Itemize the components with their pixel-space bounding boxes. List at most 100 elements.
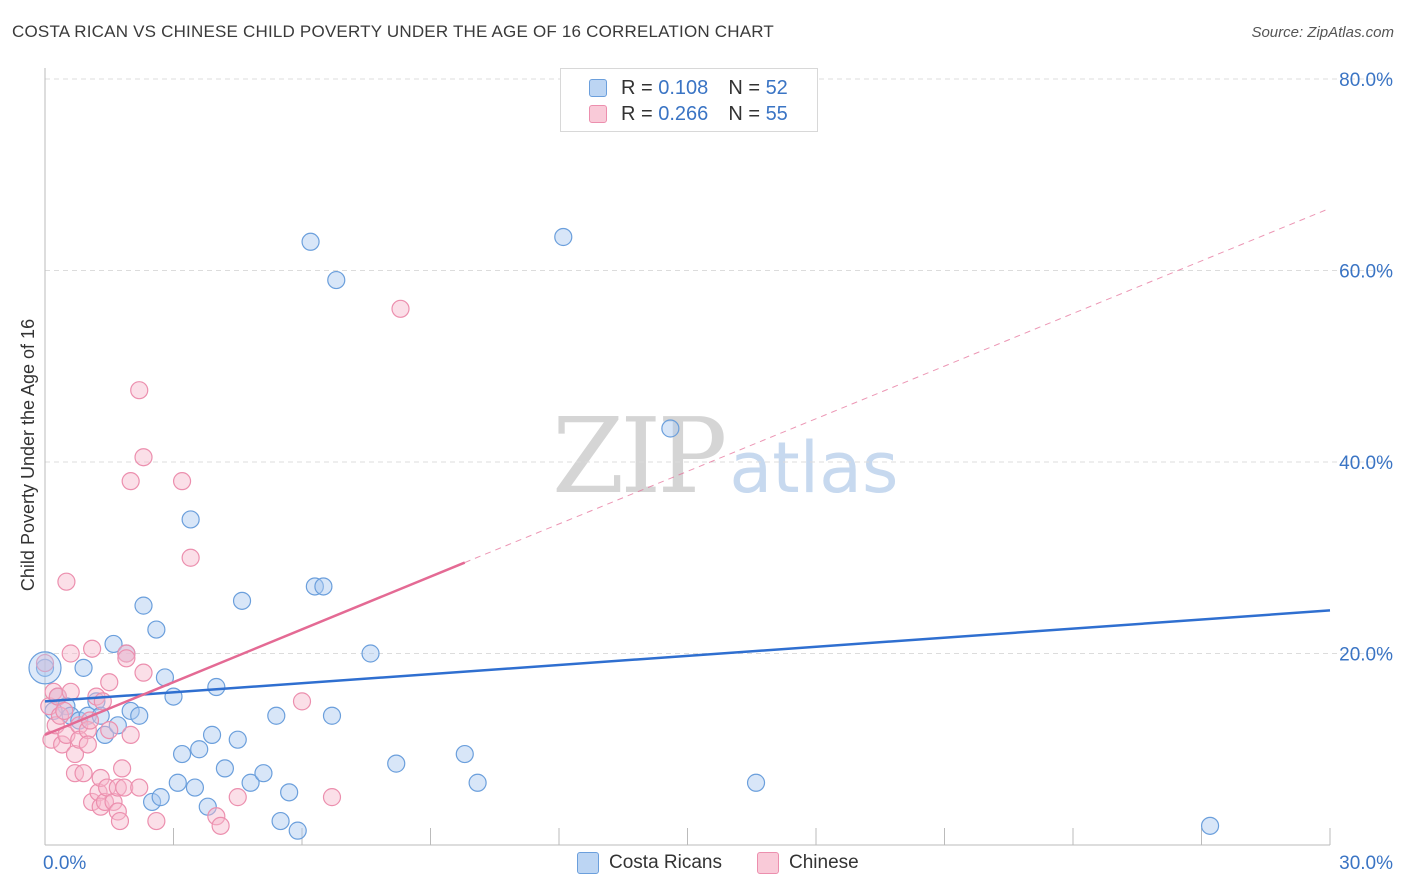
chinese-point [93,692,112,711]
y-tick-label: 60.0% [1339,262,1393,283]
legend-n-label: N = [728,76,760,99]
chinese-point [61,682,80,701]
costa-rican-point [104,634,123,654]
legend-swatch-pink [589,105,607,123]
costa-rican-point [387,754,406,773]
chinese-point [91,768,110,788]
chinese-point [35,653,55,673]
chart-title: COSTA RICAN VS CHINESE CHILD POVERTY UND… [12,22,775,41]
legend-r-label: R = [621,102,653,125]
legend-r-value: 0.108 [658,76,709,99]
costa-rican-point [134,596,153,615]
chinese-point [117,649,136,668]
legend-n-label: N = [728,102,760,125]
costa-rican-point [168,773,187,792]
legend-n-value: 52 [765,76,788,99]
costa-rican-point [215,759,234,778]
chinese-point [121,472,140,491]
x-tick-label: 0.0% [43,853,86,874]
costa-rican-point [185,778,205,797]
costa-rican-point [190,740,209,759]
x-tick-label: 30.0% [1339,853,1393,874]
costa-rican-point [241,773,260,792]
costa-rican-point-large [28,651,62,685]
costa-rican-point [232,591,252,610]
costa-rican-point [130,706,149,725]
y-tick-label: 20.0% [1339,645,1393,666]
watermark-zip: ZIP [552,395,727,517]
costa-rican-point [314,577,333,596]
chinese-point [115,778,134,797]
costa-rican-point [142,792,162,812]
chinese-point [74,764,93,783]
bottom-legend-costa-ricans: Costa Ricans [577,852,722,874]
chinese-point [207,807,226,826]
chinese-point [130,778,149,797]
y-tick-label: 80.0% [1339,70,1393,91]
chinese-point [130,381,149,400]
costa-rican-point [1200,816,1220,835]
chinese-point [78,735,97,754]
chinese-trendline-extension [464,207,1331,564]
chinese-point [172,472,192,491]
chinese-point [121,725,140,744]
costa-rican-point [228,730,247,749]
costa-rican-point [322,706,342,725]
chinese-point [100,673,119,692]
bottom-legend-chinese: Chinese [757,852,859,874]
chinese-point [89,783,108,802]
chinese-point [134,663,153,682]
costa-rican-point [35,658,55,677]
chinese-point [322,788,342,807]
costa-rican-point [151,788,170,807]
chinese-point [61,644,80,663]
costa-rican-trendline [44,609,1331,703]
chinese-point [117,644,136,663]
bottom-legend-swatch-pink [757,852,779,874]
y-tick-label: 40.0% [1339,453,1393,474]
source-label: Source: ZipAtlas.com [1251,24,1394,41]
bottom-legend-swatch-blue [577,852,599,874]
y-axis-title: Child Poverty Under the Age of 16 [18,319,38,591]
costa-rican-point [361,644,380,663]
chinese-point [228,788,247,807]
legend-row-chinese: R = 0.266 N = 55 [589,102,788,126]
chinese-point [292,692,312,711]
costa-rican-point [327,270,346,290]
costa-rican-point [554,227,573,247]
costa-rican-point [288,821,307,840]
costa-rican-point [172,744,192,764]
legend-n-value: 55 [765,102,788,125]
chinese-point [110,811,130,831]
costa-rican-point [108,716,127,735]
costa-rican-point [271,811,290,831]
costa-rican-point [121,701,140,721]
chinese-point [100,720,119,740]
costa-rican-point [455,744,474,764]
legend-row-costa-ricans: R = 0.108 N = 52 [589,76,788,100]
chinese-point [391,299,410,318]
chinese-point [83,639,102,658]
chinese-point [65,744,85,764]
costa-rican-point [301,232,320,251]
costa-rican-point [468,773,487,792]
bottom-legend-label: Costa Ricans [609,852,722,873]
chinese-point [134,448,153,467]
chinese-point [53,735,72,754]
costa-rican-point [254,764,273,783]
chinese-point [147,811,166,831]
costa-rican-point [207,677,226,697]
chinese-point [83,792,102,812]
chinese-point [104,792,123,812]
legend-r-value: 0.266 [658,102,709,125]
chinese-point [112,759,132,778]
zipatlas-watermark: ZIPatlas [552,395,898,517]
costa-rican-point [147,620,166,639]
correlation-legend: R = 0.108 N = 52 R = 0.266 N = 55 [560,68,818,132]
costa-rican-point [280,783,299,802]
costa-rican-point [661,419,680,438]
costa-rican-point [746,773,766,792]
watermark-atlas: atlas [729,427,899,509]
chinese-point [181,548,200,567]
